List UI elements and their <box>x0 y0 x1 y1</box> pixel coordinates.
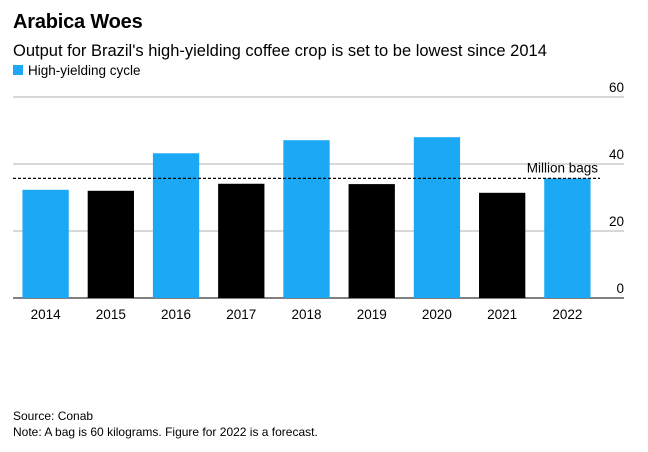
y-tick-label-40: 40 <box>609 147 624 162</box>
bar-2020 <box>413 137 461 298</box>
chart-legend: High-yielding cycle <box>13 62 141 78</box>
chart-note: Note: A bag is 60 kilograms. Figure for … <box>13 425 318 439</box>
bar-2016 <box>152 153 200 298</box>
reference-line-label: Million bags <box>527 160 599 175</box>
x-tick-label-2022: 2022 <box>552 307 582 322</box>
x-tick-label-2021: 2021 <box>487 307 517 322</box>
x-tick-label-2016: 2016 <box>161 307 191 322</box>
x-tick-label-2020: 2020 <box>422 307 452 322</box>
legend-label-high-yielding: High-yielding cycle <box>28 62 141 78</box>
chart-source: Source: Conab <box>13 409 94 423</box>
y-tick-label-20: 20 <box>609 214 624 229</box>
y-tick-label-0: 0 <box>616 281 624 296</box>
chart-subtitle: Output for Brazil's high-yielding coffee… <box>13 42 547 60</box>
bar-2015 <box>87 190 134 298</box>
bar-2014 <box>22 189 69 298</box>
bar-2019 <box>348 184 395 298</box>
y-tick-label-60: 60 <box>609 80 624 95</box>
bar-2017 <box>218 183 265 298</box>
y-axis-ticks: 0 20 40 60 <box>609 80 624 296</box>
x-tick-label-2014: 2014 <box>31 307 62 322</box>
reference-line-group: Million bags <box>13 160 600 180</box>
x-tick-label-2018: 2018 <box>291 307 321 322</box>
bar-2018 <box>283 140 330 298</box>
x-tick-label-2019: 2019 <box>357 307 387 322</box>
bar-2021 <box>479 192 526 298</box>
bars <box>22 137 591 298</box>
bar-2022 <box>544 178 591 298</box>
chart-title: Arabica Woes <box>13 11 143 33</box>
x-tick-label-2015: 2015 <box>96 307 126 322</box>
x-axis-ticks: 2014 2015 2016 2017 2018 2019 2020 2021 2022 <box>31 307 583 322</box>
legend-swatch-high-yielding <box>13 65 23 75</box>
x-tick-label-2017: 2017 <box>226 307 256 322</box>
